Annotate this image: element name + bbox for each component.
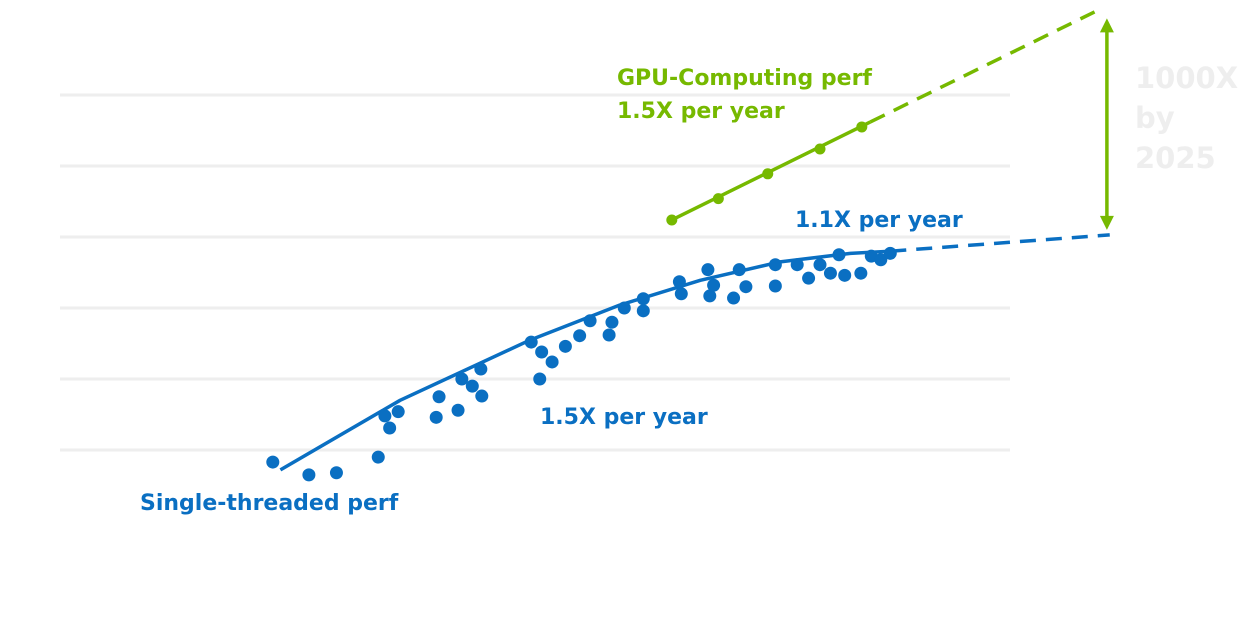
- arrow-up-icon: [1099, 18, 1114, 33]
- gap-arrow: [1099, 18, 1114, 230]
- cpu-data-point: [732, 263, 746, 277]
- cpu-data-point: [617, 301, 631, 315]
- cpu-data-point: [832, 248, 846, 262]
- cpu-data-point: [329, 466, 343, 480]
- gpu-rate-label: 1.5X per year: [617, 99, 785, 124]
- cpu-data-point: [802, 271, 816, 285]
- cpu-data-point: [432, 390, 446, 404]
- cpu-data-point: [674, 287, 688, 301]
- cpu-data-point: [573, 329, 587, 343]
- gap-note-line1: 1000X: [1135, 61, 1238, 95]
- cpu-data-point: [883, 246, 897, 260]
- cpu-data-point: [701, 263, 715, 277]
- cpu-data-point: [455, 372, 469, 386]
- cpu-data-point: [371, 450, 385, 464]
- gridlines: [60, 93, 1010, 452]
- cpu-late-rate-label: 1.1X per year: [795, 208, 963, 233]
- cpu-data-point: [768, 279, 782, 293]
- cpu-data-point: [636, 292, 650, 306]
- cpu-data-point: [672, 275, 686, 289]
- gap-note-line2: by: [1135, 101, 1175, 135]
- cpu-data-point: [475, 389, 489, 403]
- cpu-data-point: [854, 266, 868, 280]
- cpu-data-point: [768, 258, 782, 272]
- cpu-data-point: [739, 280, 753, 294]
- cpu-data-point: [383, 421, 397, 435]
- cpu-data-point: [727, 291, 741, 305]
- gpu-data-point: [856, 121, 868, 133]
- cpu-data-point: [703, 289, 717, 303]
- cpu-data-point: [636, 304, 650, 318]
- cpu-data-point: [391, 405, 405, 419]
- cpu-data-point: [558, 339, 572, 353]
- data-points: [266, 121, 897, 482]
- cpu-data-point: [545, 355, 559, 369]
- gpu-series-label: GPU-Computing perf: [617, 66, 872, 91]
- gpu-data-point: [666, 214, 678, 226]
- cpu-data-point: [451, 403, 465, 417]
- cpu-data-point: [266, 455, 280, 469]
- cpu-data-point: [602, 328, 616, 342]
- cpu-series-label: Single-threaded perf: [140, 491, 399, 516]
- cpu-data-point: [790, 258, 804, 272]
- cpu-data-point: [474, 362, 488, 376]
- cpu-data-point: [524, 335, 538, 349]
- gpu-data-point: [814, 143, 826, 155]
- cpu-early-rate-label: 1.5X per year: [540, 405, 708, 430]
- cpu-data-point: [429, 410, 443, 424]
- cpu-data-point: [813, 258, 827, 272]
- cpu-data-point: [605, 315, 619, 329]
- cpu-data-point: [823, 266, 837, 280]
- cpu-data-point: [838, 268, 852, 282]
- cpu-data-point: [378, 409, 392, 423]
- cpu-data-point: [465, 379, 479, 393]
- gpu-projection-line: [869, 10, 1096, 124]
- arrow-down-icon: [1099, 215, 1114, 230]
- cpu-data-point: [707, 278, 721, 292]
- cpu-data-point: [302, 468, 316, 482]
- cpu-data-point: [535, 345, 549, 359]
- cpu-data-point: [874, 253, 888, 267]
- cpu-trend-line: [279, 249, 891, 472]
- gpu-data-point: [712, 193, 724, 205]
- cpu-projection-line: [890, 233, 1110, 253]
- cpu-data-point: [533, 372, 547, 386]
- gpu-data-point: [762, 168, 774, 180]
- gap-note-line3: 2025: [1135, 141, 1216, 175]
- cpu-data-point: [583, 314, 597, 328]
